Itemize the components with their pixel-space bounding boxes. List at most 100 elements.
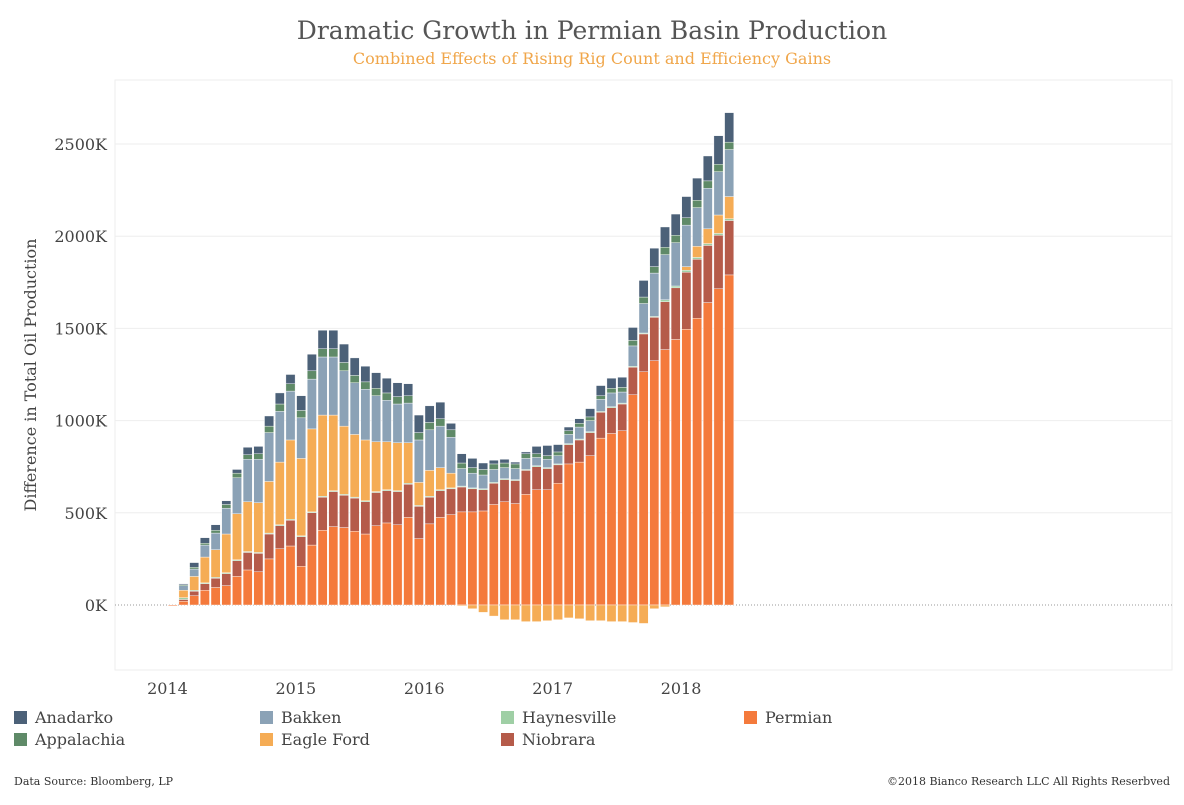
bar-segment-anadarko — [596, 385, 606, 396]
bar-segment-permian — [435, 517, 446, 606]
legend-label: Eagle Ford — [281, 730, 370, 749]
bar-segment-appalachia — [670, 235, 681, 243]
bar-segment-permian — [403, 517, 414, 606]
bar-segment-permian — [382, 522, 392, 606]
data-source: Data Source: Bloomberg, LP — [14, 775, 174, 788]
bar-segment-bakken — [360, 389, 371, 441]
bar-segment-anadarko — [424, 405, 435, 423]
bar-segment-eagle-ford — [435, 467, 446, 490]
bar-segment-anadarko — [489, 460, 499, 465]
bar-segment-permian — [456, 511, 467, 606]
bar-segment-appalachia — [435, 418, 446, 427]
chart-title: Dramatic Growth in Permian Basin Product… — [296, 16, 888, 45]
bar-segment-niobrara — [478, 489, 488, 512]
legend-swatch — [260, 733, 273, 746]
bar-segment-appalachia — [660, 247, 670, 255]
bar-segment-anadarko — [392, 382, 403, 397]
bar-segment-eagle-ford — [553, 604, 563, 620]
bar-segment-niobrara — [456, 486, 467, 513]
bar-segment-niobrara — [542, 468, 553, 490]
bar-segment-anadarko — [649, 247, 660, 267]
bar-segment-bakken — [692, 207, 702, 247]
bar-segment-eagle-ford — [285, 439, 296, 520]
bar-segment-permian — [489, 504, 499, 606]
legend-swatch — [14, 733, 27, 746]
bar-segment-niobrara — [446, 488, 456, 515]
bar-segment-niobrara — [200, 583, 210, 591]
bar-segment-haynesville — [178, 597, 189, 600]
bar-segment-permian — [285, 545, 296, 606]
bar-segment-permian — [275, 548, 285, 606]
bar-segment-anadarko — [628, 327, 638, 341]
bar-segment-permian — [392, 524, 403, 606]
plot-frame — [114, 79, 1173, 671]
bar-segment-eagle-ford — [307, 428, 317, 513]
bar-segment-eagle-ford — [563, 604, 574, 619]
chart-subtitle: Combined Effects of Rising Rig Count and… — [352, 49, 832, 68]
bar-segment-eagle-ford — [628, 604, 638, 623]
bar-segment-haynesville — [724, 218, 734, 221]
bar-segment-niobrara — [563, 444, 574, 465]
bar-segment-appalachia — [200, 543, 210, 546]
bar-segment-eagle-ford — [360, 439, 371, 502]
bar-segment-niobrara — [521, 470, 531, 495]
bar-segment-appalachia — [531, 453, 542, 458]
bar-segment-bakken — [446, 436, 456, 474]
bar-segment-appalachia — [606, 388, 617, 394]
bar-segment-appalachia — [692, 200, 702, 208]
bar-segment-bakken — [382, 400, 392, 443]
bar-segment-eagle-ford — [371, 441, 381, 492]
bar-segment-bakken — [724, 149, 734, 197]
bar-segment-niobrara — [617, 403, 627, 431]
bar-segment-appalachia — [414, 432, 424, 441]
bar-segment-bakken — [585, 420, 595, 432]
bar-segment-bakken — [638, 303, 649, 334]
bar-segment-anadarko — [724, 112, 734, 143]
bar-segment-anadarko — [414, 414, 424, 433]
bar-segment-niobrara — [499, 479, 510, 502]
bar-segment-bakken — [574, 426, 585, 440]
bar-segment-niobrara — [414, 506, 424, 539]
bar-segment-appalachia — [467, 467, 478, 474]
bar-segment-bakken — [617, 391, 627, 404]
bar-segment-permian — [499, 501, 510, 606]
bar-segment-bakken — [328, 356, 339, 416]
legend-swatch — [501, 733, 514, 746]
bar-segment-appalachia — [275, 403, 285, 412]
bar-segment-bakken — [339, 370, 349, 427]
bar-segment-bakken — [628, 345, 638, 367]
legend-item: Permian — [744, 708, 832, 727]
bar-segment-permian — [467, 511, 478, 606]
bar-segment-eagle-ford — [178, 590, 189, 598]
bar-segment-bakken — [521, 458, 531, 470]
bar-segment-niobrara — [574, 439, 585, 463]
bar-segment-anadarko — [285, 374, 296, 384]
bar-segment-eagle-ford — [424, 470, 435, 497]
bar-segment-appalachia — [307, 370, 317, 380]
bar-segment-niobrara — [703, 245, 713, 303]
bar-segment-bakken — [221, 507, 232, 535]
bar-segment-anadarko — [521, 451, 531, 454]
bar-segment-appalachia — [285, 383, 296, 392]
bar-segment-eagle-ford — [542, 604, 553, 621]
bar-segment-permian — [692, 318, 702, 606]
bar-segment-bakken — [499, 467, 510, 479]
bar-segment-eagle-ford — [392, 442, 403, 491]
bar-segment-niobrara — [638, 333, 649, 372]
bar-segment-appalachia — [242, 454, 253, 460]
bar-segment-anadarko — [467, 458, 478, 468]
bar-segment-appalachia — [510, 463, 521, 469]
bar-segment-anadarko — [189, 562, 200, 568]
bar-segment-bakken — [253, 459, 264, 503]
bar-segment-bakken — [660, 254, 670, 301]
bar-segment-eagle-ford — [521, 604, 531, 622]
bar-segment-bakken — [467, 472, 478, 489]
bar-segment-niobrara — [210, 578, 221, 588]
bar-segment-bakken — [596, 399, 606, 412]
bar-segment-appalachia — [681, 217, 692, 226]
bar-segment-niobrara — [553, 464, 563, 484]
bar-segment-appalachia — [628, 340, 638, 347]
bar-segment-anadarko — [574, 418, 585, 424]
bar-segment-niobrara — [264, 533, 274, 560]
bar-segment-anadarko — [606, 377, 617, 389]
